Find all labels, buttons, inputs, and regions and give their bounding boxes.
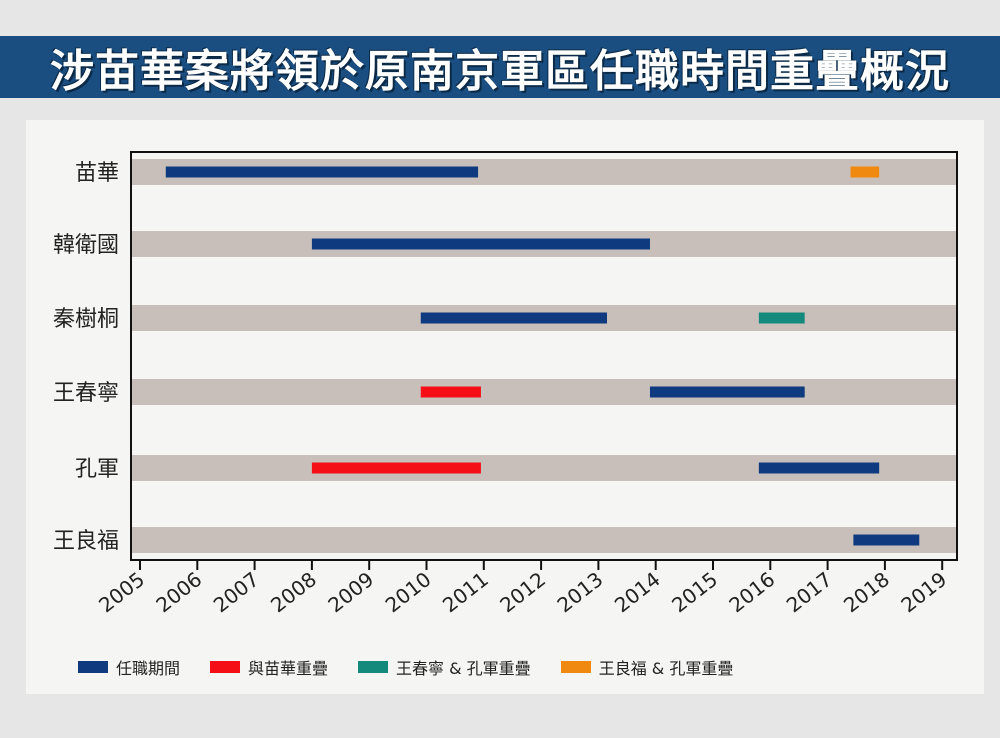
row-label: 孔軍 [75, 457, 119, 482]
bar-tenure [649, 386, 805, 398]
bar-tenure [165, 166, 479, 178]
legend-swatch [78, 661, 108, 673]
row-label: 王良福 [53, 529, 119, 554]
row-label: 苗華 [75, 161, 119, 186]
row-band [131, 527, 957, 553]
row-band [131, 379, 957, 405]
legend-item: 王良福 & 孔軍重疊 [560, 655, 734, 679]
legend-label: 王春寧 & 孔軍重疊 [396, 659, 531, 678]
x-tick-label: 2018 [839, 567, 894, 617]
legend-swatch [210, 661, 241, 673]
bar-overlap_miao [311, 462, 481, 474]
bar-tenure [758, 462, 880, 474]
x-tick-label: 2010 [381, 567, 436, 617]
page-title: 涉苗華案將領於原南京軍區任職時間重疊概況 [50, 46, 950, 97]
x-tick-label: 2007 [209, 567, 264, 617]
x-tick-label: 2019 [896, 567, 951, 617]
x-tick-label: 2016 [724, 567, 779, 617]
legend-label: 任職期間 [116, 659, 181, 678]
legend-item: 王春寧 & 孔軍重疊 [358, 655, 531, 679]
bar-tenure [311, 238, 650, 250]
x-tick-label: 2009 [323, 567, 378, 617]
bar-tenure [420, 312, 607, 324]
legend-item: 任職期間 [78, 655, 180, 679]
x-tick-label: 2005 [94, 567, 149, 617]
x-tick-label: 2015 [667, 567, 722, 617]
row-label: 王春寧 [53, 381, 119, 406]
bar-overlap_miao [420, 386, 481, 398]
x-tick-label: 2017 [782, 567, 837, 617]
legend-swatch [560, 661, 591, 673]
title-bar: 涉苗華案將領於原南京軍區任職時間重疊概況 [0, 36, 1000, 98]
x-tick-label: 2014 [610, 567, 665, 617]
chart-panel: 苗華韓衛國秦樹桐王春寧孔軍王良福 2005 2006 2007 2008 2009 2010… [26, 120, 984, 694]
x-tick-label: 2012 [495, 567, 550, 617]
x-tick-label: 2011 [438, 567, 493, 617]
legend: 任職期間 與苗華重疊 王春寧 & 孔軍重疊 王良福 & 孔軍重疊 [78, 655, 763, 679]
x-tick-label: 2006 [151, 567, 206, 617]
bar-overlap_wangchun_kong [758, 312, 805, 324]
row-label: 秦樹桐 [53, 307, 119, 332]
x-tick-label: 2013 [553, 567, 608, 617]
legend-item: 與苗華重疊 [210, 655, 328, 679]
legend-swatch [358, 661, 389, 673]
row-label: 韓衛國 [53, 233, 119, 258]
x-tick-label: 2008 [266, 567, 321, 617]
legend-label: 王良福 & 孔軍重疊 [598, 659, 734, 678]
bar-tenure [853, 534, 920, 546]
bar-overlap_wang_kong [850, 166, 880, 178]
legend-label: 與苗華重疊 [248, 659, 329, 678]
plot-frame [130, 151, 958, 561]
